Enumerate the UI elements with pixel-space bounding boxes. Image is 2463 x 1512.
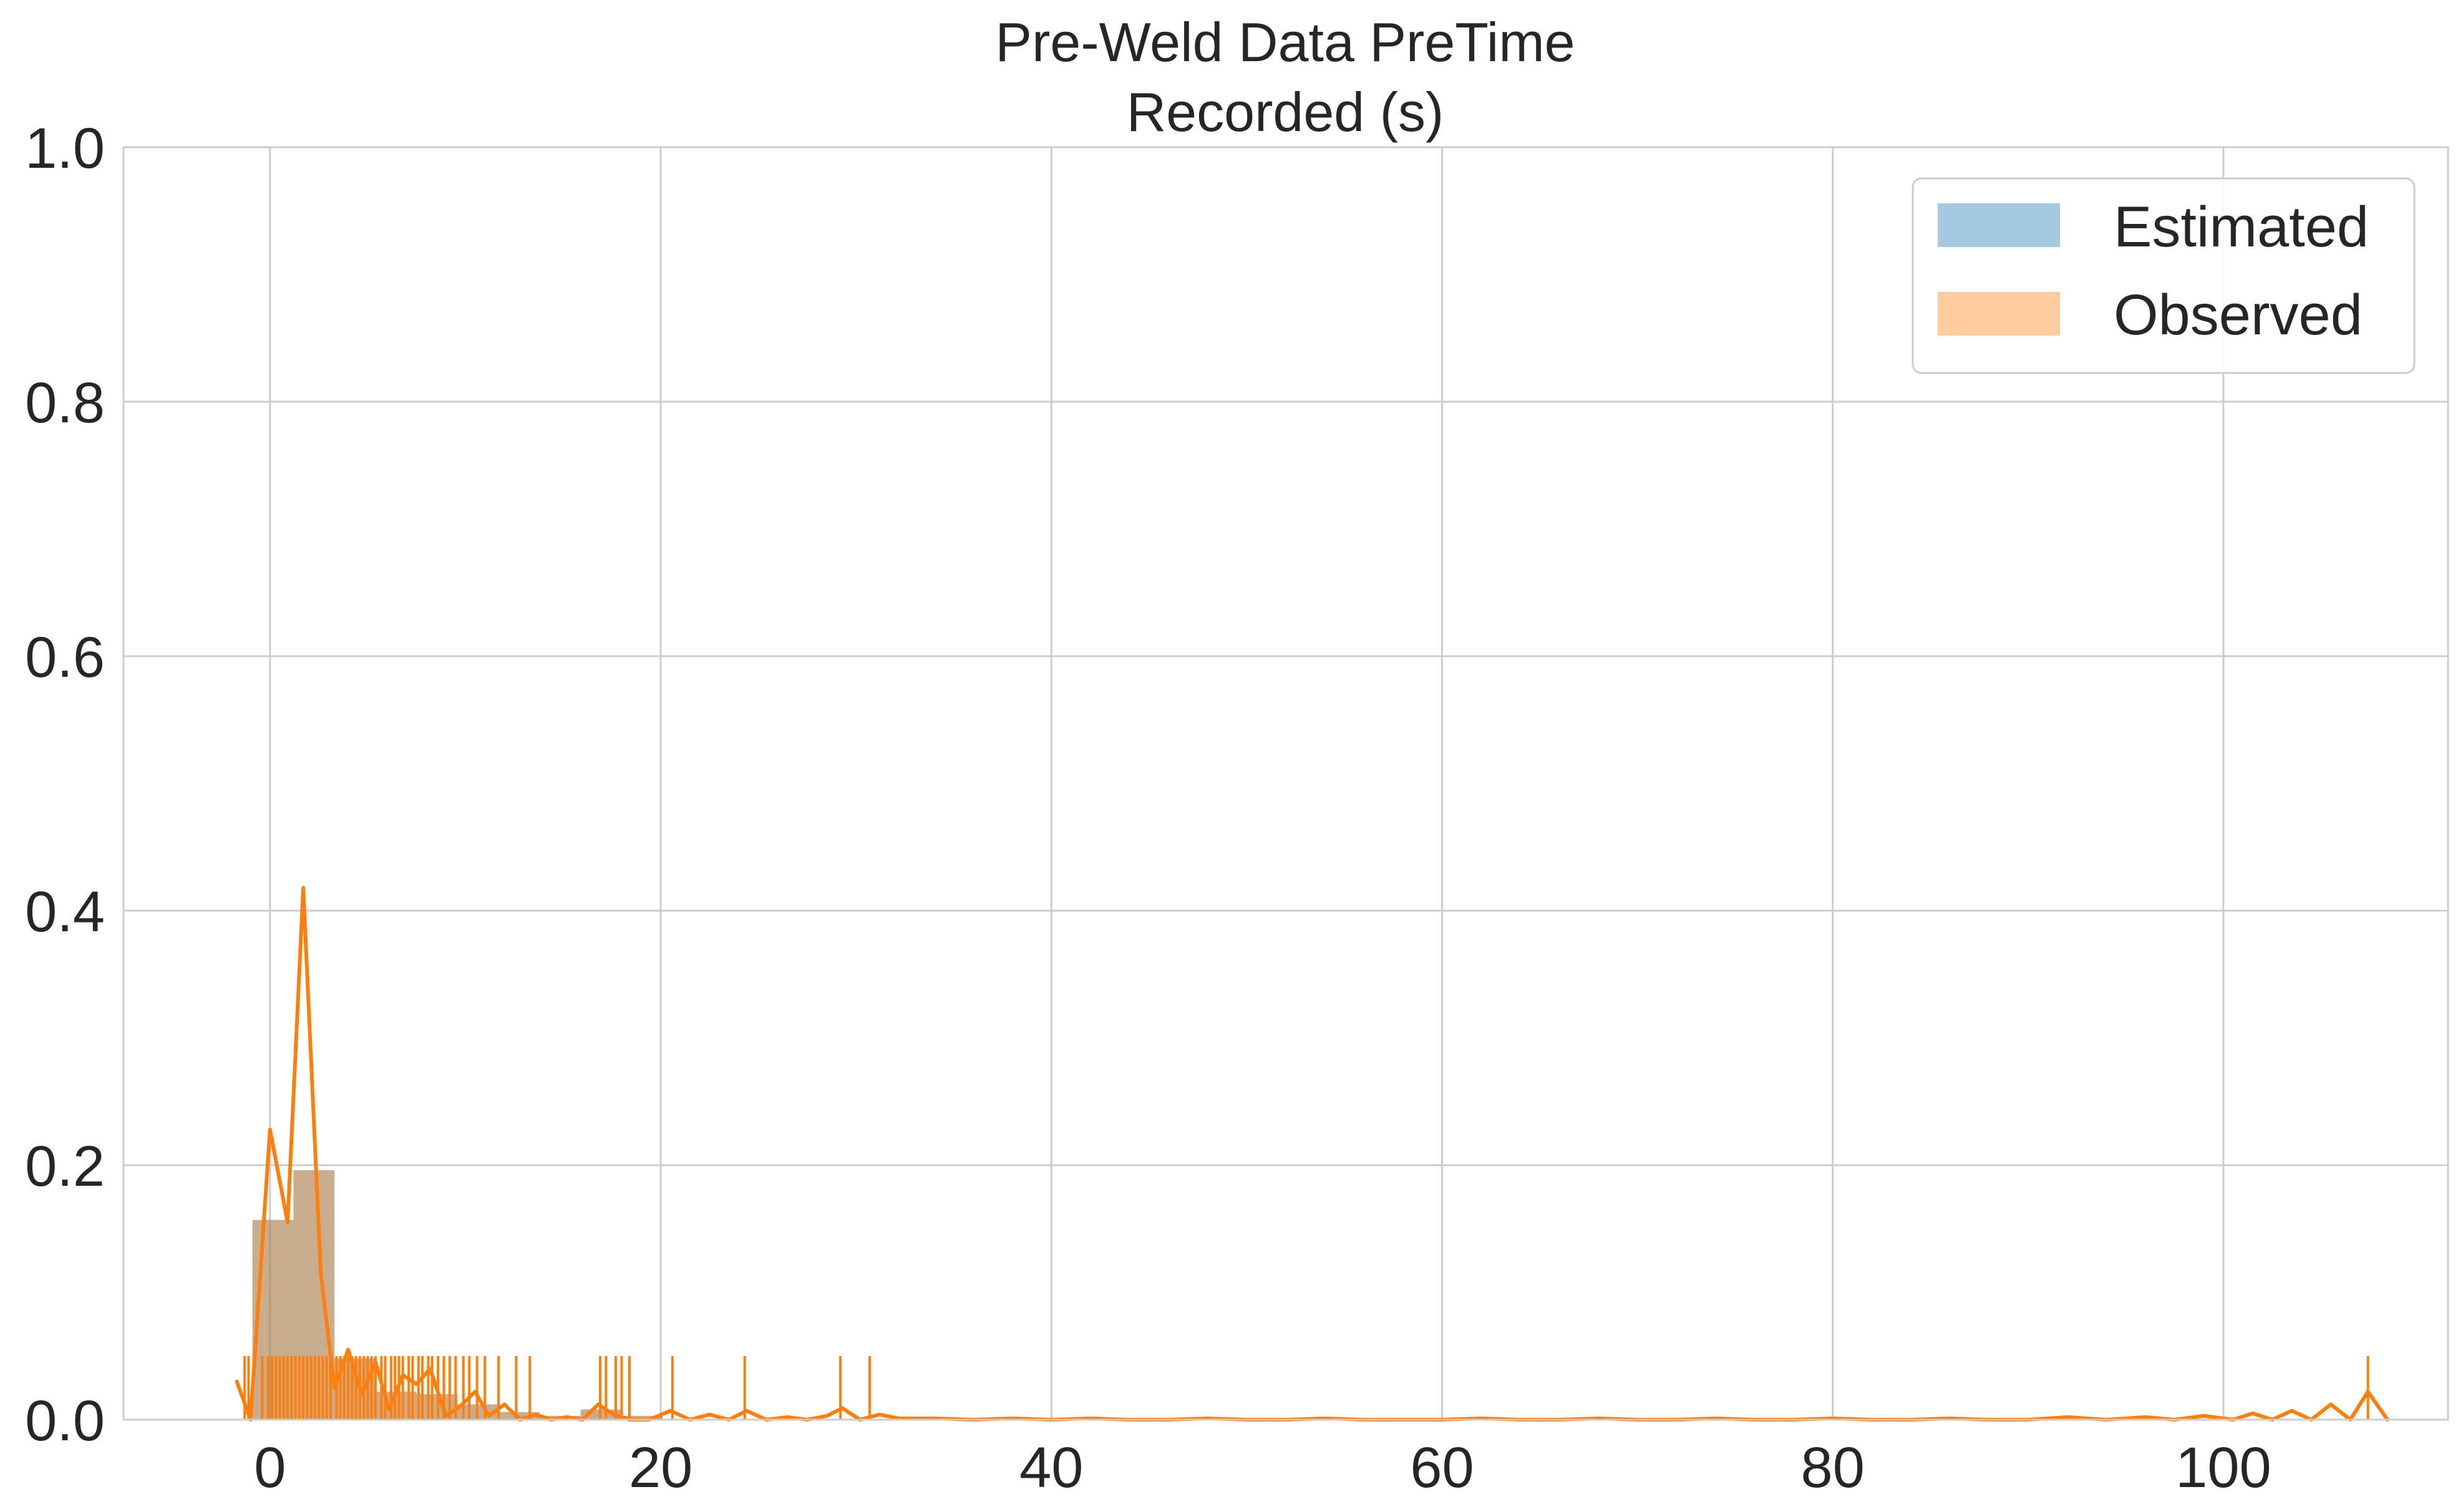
bar-estimated (621, 1415, 663, 1420)
y-tick-label: 0.0 (25, 1389, 105, 1453)
y-axis: 0.0 0.2 0.4 0.6 0.8 1.0 (25, 117, 105, 1453)
bar-observed (621, 1415, 663, 1420)
x-tick-label: 0 (254, 1436, 286, 1500)
chart-title-line-2: Recorded (s) (1127, 81, 1444, 143)
chart-title-line-1: Pre-Weld Data PreTime (995, 11, 1575, 73)
y-tick-label: 1.0 (25, 117, 105, 180)
x-axis: 0 20 40 60 80 100 (254, 1436, 2271, 1500)
x-tick-label: 100 (2175, 1436, 2271, 1500)
legend: Estimated Observed (1912, 177, 2416, 374)
legend-frame (1912, 177, 2416, 374)
x-tick-label: 20 (629, 1436, 692, 1500)
x-tick-label: 40 (1019, 1436, 1083, 1500)
y-tick-label: 0.8 (25, 371, 105, 435)
legend-swatch-estimated (1938, 203, 2060, 247)
legend-swatch-observed (1938, 292, 2060, 336)
grid (124, 147, 2448, 1420)
y-tick-label: 0.6 (25, 626, 105, 689)
y-tick-label: 0.2 (25, 1135, 105, 1198)
legend-label-estimated: Estimated (2114, 195, 2369, 259)
plot-frame (122, 146, 2449, 1421)
legend-label-observed: Observed (2114, 283, 2363, 347)
x-tick-label: 80 (1801, 1436, 1865, 1500)
x-tick-label: 60 (1410, 1436, 1474, 1500)
y-tick-label: 0.4 (25, 880, 105, 944)
